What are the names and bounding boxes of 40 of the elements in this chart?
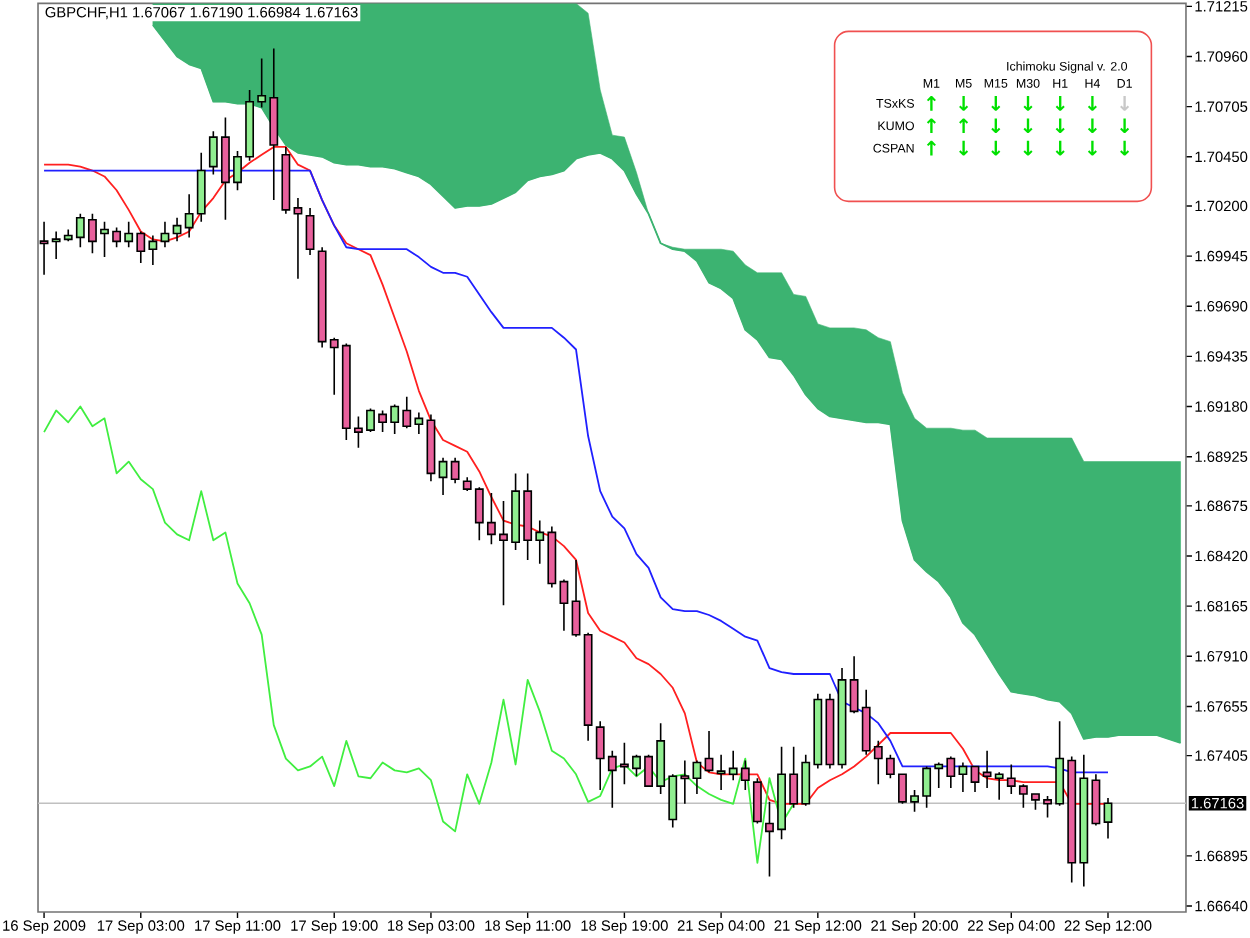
candlestick xyxy=(704,730,714,774)
text: ↓ xyxy=(991,118,1001,134)
candlestick xyxy=(571,559,581,638)
text: ↓ xyxy=(1055,96,1065,111)
candlestick xyxy=(39,220,49,276)
candlestick xyxy=(559,578,569,632)
candlestick xyxy=(426,413,436,483)
text: ↑ xyxy=(926,118,936,134)
text: ↑ xyxy=(926,140,936,156)
text: ↓ xyxy=(1055,140,1065,156)
text: ↑ xyxy=(959,118,969,134)
text: ↓ xyxy=(1023,140,1033,156)
text: ↓ xyxy=(1120,96,1130,111)
text: ↓ xyxy=(1055,118,1065,134)
candlestick xyxy=(752,777,762,825)
text: ↓ xyxy=(959,96,969,111)
candlestick xyxy=(970,765,980,793)
text: ↓ xyxy=(1023,118,1033,134)
text: ↓ xyxy=(1087,96,1097,111)
candlestick xyxy=(281,146,291,215)
candlestick xyxy=(160,220,170,249)
candlestick xyxy=(692,759,702,795)
candlestick xyxy=(172,216,182,243)
text: ↓ xyxy=(959,140,969,156)
line-series xyxy=(43,405,795,864)
text: ↓ xyxy=(1120,140,1130,156)
candlestick xyxy=(583,631,593,742)
candlestick xyxy=(438,456,448,496)
text: ↓ xyxy=(991,140,1001,156)
text: ↓ xyxy=(991,96,1001,111)
text: ↓ xyxy=(1120,118,1130,134)
candlestick xyxy=(1103,797,1113,840)
candlestick xyxy=(450,456,460,485)
text: ↓ xyxy=(1087,118,1097,134)
candlestick xyxy=(837,667,847,770)
text: ↓ xyxy=(1023,96,1033,111)
candlestick xyxy=(293,197,303,280)
text: ↑ xyxy=(926,96,936,111)
candlestick xyxy=(305,207,315,256)
text: ↓ xyxy=(1087,140,1097,156)
